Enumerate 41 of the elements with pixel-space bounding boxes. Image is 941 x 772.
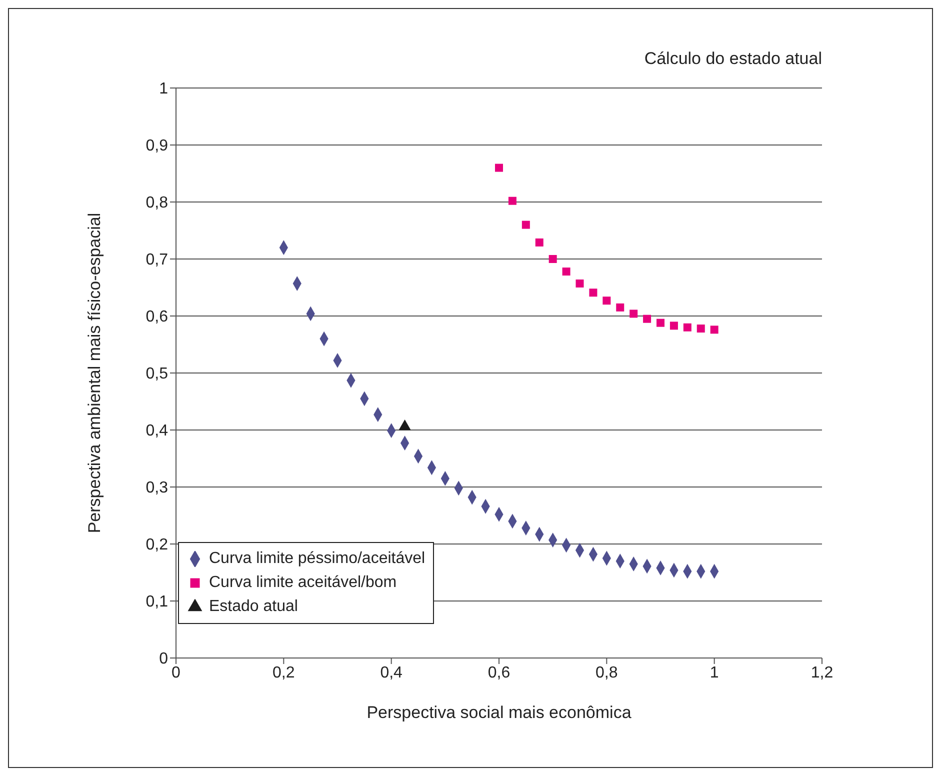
point [630, 310, 638, 318]
point [495, 164, 503, 172]
point [522, 220, 530, 229]
y-tick-label: 0,4 [146, 422, 168, 440]
point [508, 196, 516, 205]
y-tick-label: 1 [159, 80, 168, 98]
x-tick-label: 0,2 [272, 664, 295, 682]
x-tick-label: 0,6 [488, 664, 510, 682]
chart-title: Cálculo do estado atual [644, 49, 822, 69]
y-tick-label: 0,3 [146, 480, 168, 497]
point [670, 322, 678, 330]
point [535, 238, 544, 246]
y-tick-label: 0 [159, 650, 168, 668]
x-tick-label: 0,4 [380, 664, 403, 682]
x-tick-label: 1,2 [810, 664, 834, 682]
point [562, 268, 570, 276]
y-tick-label: 0,8 [146, 194, 168, 212]
point [710, 326, 718, 334]
point [589, 288, 598, 297]
y-tick-label: 0,1 [146, 594, 168, 611]
point [696, 324, 705, 333]
x-tick-label: 0 [172, 664, 181, 682]
legend-label: Curva limite aceitável/bom [209, 573, 397, 593]
x-tick-label: 1 [710, 664, 719, 682]
y-tick-label: 0,5 [146, 366, 168, 383]
legend-label: Curva limite péssimo/aceitável [209, 549, 426, 569]
y-axis-title: Perspectiva ambiental mais físico-espacial [85, 212, 104, 534]
point [576, 280, 584, 288]
y-tick-label: 0,2 [146, 536, 168, 554]
y-tick-label: 0,7 [146, 252, 168, 269]
legend-label: Estado atual [209, 597, 298, 617]
point [643, 314, 652, 323]
y-tick-label: 0,9 [146, 138, 168, 155]
x-tick-label: 0,8 [596, 664, 618, 682]
point [656, 318, 664, 327]
point [602, 296, 611, 305]
point [548, 255, 557, 263]
x-axis-title: Perspectiva social mais econômica [366, 703, 632, 722]
y-tick-label: 0,6 [146, 308, 168, 326]
point [616, 303, 624, 312]
point [683, 323, 692, 332]
